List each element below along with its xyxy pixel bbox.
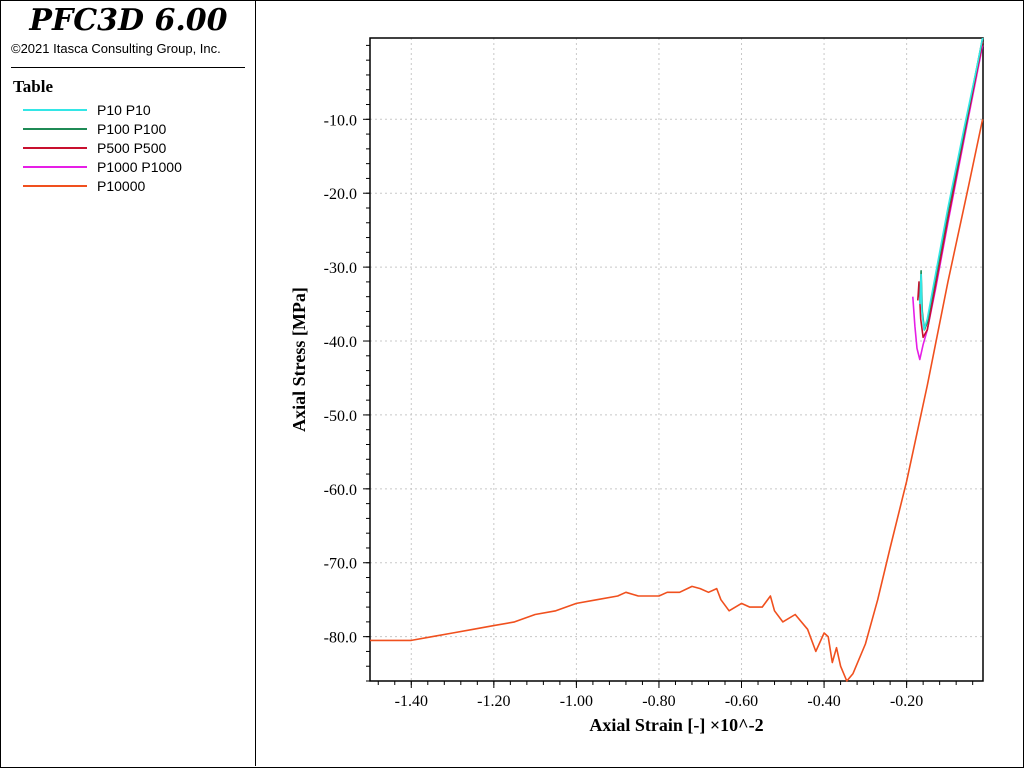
legend-swatch [23,165,87,168]
chart-plot: -1.40 -1.20 -1.00 -0.80 -0.60 -0.40 -0.20 -10.0… [289,37,984,735]
axis-ticks: -1.40 -1.20 -1.00 -0.80 -0.60 -0.40 -0.20 -10.0… [324,44,974,710]
x-tick-label: -0.80 [642,693,675,710]
app-title: PFC3D 6.00 [29,3,228,38]
y-tick-label: -80.0 [324,630,357,647]
x-tick-label: -0.40 [807,693,840,710]
legend-panel: PFC3D 6.00 ©2021 Itasca Consulting Group… [1,1,256,766]
series-line-p10000 [370,119,984,682]
legend-swatch [23,108,87,111]
legend-item-p1000: P1000 P1000 [23,157,182,176]
legend-label: P10000 [97,177,146,194]
y-tick-label: -60.0 [324,482,357,499]
legend-swatch [23,184,87,187]
legend-label: P500 P500 [97,139,167,156]
legend-label: P100 P100 [97,120,167,137]
x-tick-label: -0.60 [725,693,758,710]
legend-item-p500: P500 P500 [23,138,182,157]
y-tick-label: -40.0 [324,334,357,351]
grid [370,38,983,681]
x-tick-label: -1.00 [560,693,593,710]
y-tick-label: -30.0 [324,260,357,277]
y-tick-label: -50.0 [324,408,357,425]
divider [11,67,245,68]
legend-item-p100: P100 P100 [23,119,182,138]
x-tick-label: -1.40 [395,693,428,710]
legend-label: P10 P10 [97,101,151,118]
legend-item-p10000: P10000 [23,176,182,195]
series-lines [370,37,984,682]
x-tick-label: -1.20 [477,693,510,710]
legend: P10 P10 P100 P100 P500 P500 P1000 P1000 … [23,100,182,195]
y-axis-title: Axial Stress [MPa] [289,287,309,432]
series-line-p10-p10 [919,37,984,331]
y-tick-label: -20.0 [324,186,357,203]
y-tick-label: -70.0 [324,556,357,573]
y-tick-label: -10.0 [324,112,357,129]
x-axis-title: Axial Strain [-] ×10^-2 [589,715,763,735]
legend-title: Table [13,77,54,96]
x-tick-label: -0.20 [890,693,923,710]
plot-area-border [369,37,984,682]
legend-swatch [23,127,87,130]
legend-label: P1000 P1000 [97,158,182,175]
copyright-text: ©2021 Itasca Consulting Group, Inc. [11,41,221,56]
legend-item-p10: P10 P10 [23,100,182,119]
legend-swatch [23,146,87,149]
